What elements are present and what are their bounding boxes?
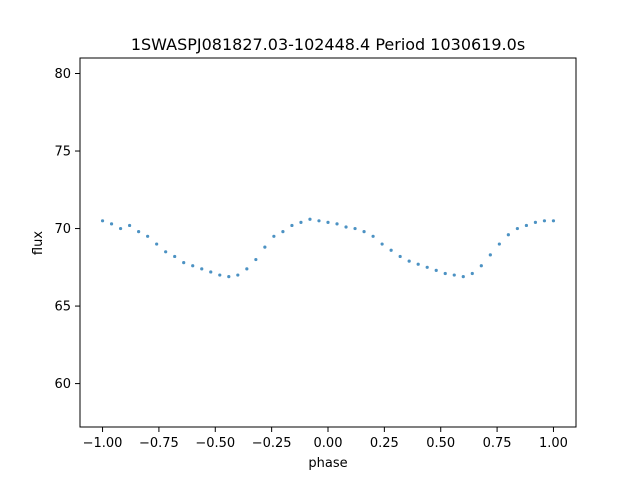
data-point — [290, 223, 294, 228]
x-axis-label: phase — [308, 456, 347, 471]
data-point — [470, 271, 474, 276]
data-point — [497, 242, 501, 246]
y-tick-label: 70 — [54, 222, 71, 237]
data-point — [245, 267, 249, 271]
x-tick-label: 0.75 — [483, 436, 512, 451]
data-point — [380, 242, 384, 246]
data-point — [461, 275, 465, 279]
data-point — [191, 264, 195, 268]
data-point — [146, 234, 150, 238]
data-point — [137, 230, 141, 234]
data-point — [326, 220, 330, 224]
data-point — [524, 223, 529, 228]
y-axis-label: flux — [31, 231, 46, 255]
data-point — [281, 230, 285, 234]
data-point — [416, 262, 420, 266]
x-tick-label: 0.25 — [370, 436, 399, 451]
chart-title: 1SWASPJ081827.03-102448.4 Period 1030619… — [131, 35, 525, 54]
data-point — [479, 264, 483, 268]
data-point — [317, 219, 321, 223]
data-point — [407, 259, 411, 263]
x-tick-label: −1.00 — [83, 436, 123, 451]
data-point — [362, 230, 366, 234]
plot-area — [80, 58, 576, 427]
y-tick-label: 65 — [54, 300, 71, 315]
data-point — [434, 268, 438, 273]
data-point — [227, 275, 231, 279]
data-point — [299, 220, 303, 224]
data-point — [209, 270, 213, 274]
data-point — [128, 223, 132, 228]
data-point — [308, 217, 312, 221]
data-point — [100, 219, 105, 223]
data-point — [200, 267, 204, 271]
y-axis-ticks: 60 65 70 75 80 — [54, 67, 80, 392]
data-point — [118, 226, 123, 231]
x-tick-label: 1.00 — [539, 436, 568, 451]
data-point — [263, 245, 267, 249]
x-tick-label: 0.50 — [426, 436, 455, 451]
data-point — [515, 226, 519, 231]
y-tick-label: 60 — [54, 377, 71, 392]
data-point — [164, 250, 168, 254]
scatter-points — [100, 217, 556, 279]
data-point — [272, 234, 276, 238]
data-point — [182, 261, 186, 265]
y-tick-label: 80 — [54, 67, 71, 82]
data-point — [236, 273, 240, 277]
data-point — [506, 233, 510, 237]
data-point — [542, 219, 547, 223]
data-point — [254, 257, 258, 262]
data-point — [389, 248, 393, 252]
data-point — [371, 234, 375, 238]
data-point — [109, 222, 114, 226]
data-point — [488, 253, 492, 257]
data-point — [452, 273, 456, 277]
data-point — [398, 254, 402, 259]
data-point — [155, 242, 159, 246]
x-tick-label: −0.50 — [195, 436, 235, 451]
data-point — [533, 220, 538, 224]
data-point — [218, 273, 222, 277]
data-point — [173, 254, 177, 259]
y-tick-label: 75 — [54, 145, 71, 160]
data-point — [443, 271, 447, 276]
x-axis-ticks: −1.00 −0.75 −0.50 −0.25 0.00 0.25 0.50 0.75 1.00 — [83, 427, 568, 451]
data-point — [344, 225, 348, 229]
data-point — [425, 265, 429, 269]
data-point — [335, 222, 339, 226]
x-tick-label: −0.75 — [139, 436, 179, 451]
data-point — [353, 226, 357, 231]
x-tick-label: −0.25 — [252, 436, 292, 451]
data-point — [551, 219, 556, 223]
x-tick-label: 0.00 — [314, 436, 343, 451]
